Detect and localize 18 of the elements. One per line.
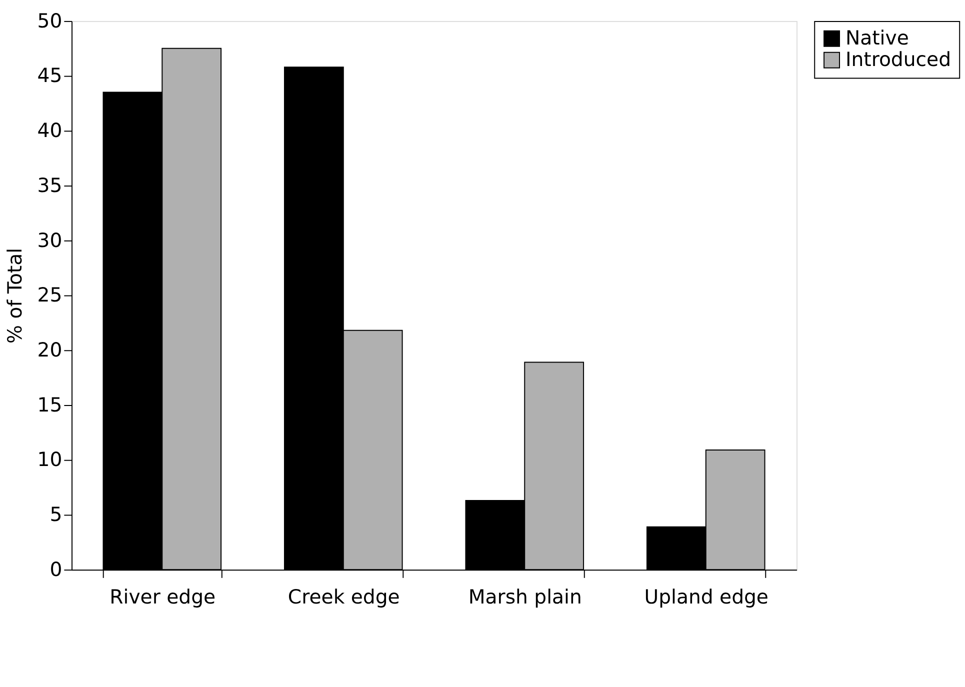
y-tick-label: 30: [37, 228, 62, 252]
x-tick-label: Upland edge: [644, 585, 768, 608]
legend-label: Introduced: [845, 48, 952, 72]
x-tick-label: River edge: [110, 585, 216, 608]
y-tick-label: 10: [37, 448, 62, 472]
y-tick-label: 45: [37, 64, 62, 88]
y-tick-label: 20: [37, 338, 62, 362]
y-tick-label: 0: [50, 558, 62, 581]
y-tick-label: 40: [37, 119, 62, 142]
y-tick-label: 50: [37, 9, 62, 32]
y-tick-label: 35: [37, 174, 62, 197]
legend-label: Native: [845, 26, 909, 50]
x-tick-label: Creek edge: [288, 585, 400, 608]
x-tick-label: Marsh plain: [468, 585, 582, 608]
y-tick-label: 25: [37, 284, 62, 307]
y-tick-label: 15: [37, 393, 62, 416]
y-tick-label: 5: [50, 503, 62, 526]
y-axis-title: % of Total: [4, 248, 27, 344]
